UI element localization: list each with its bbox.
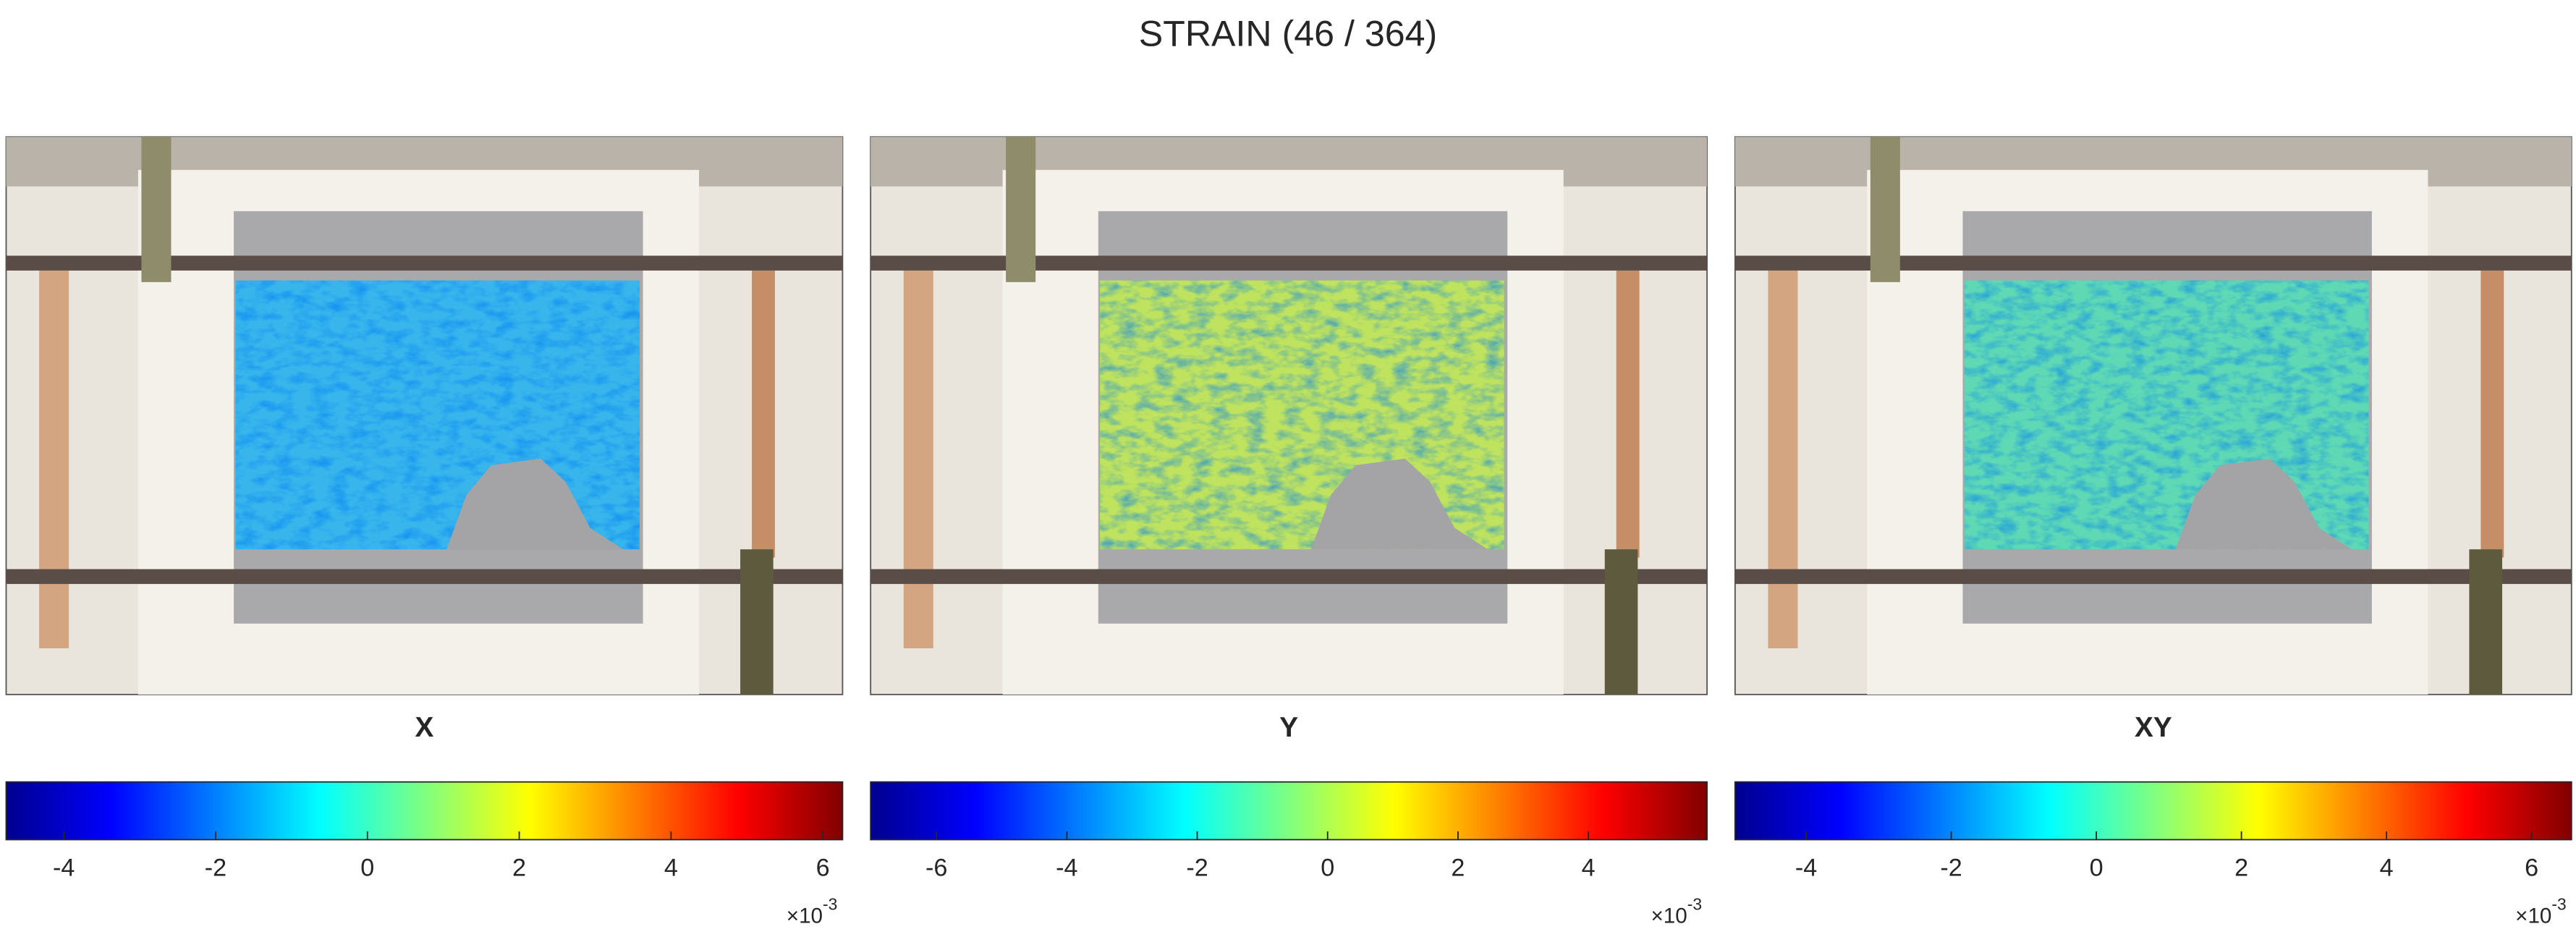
strap — [740, 549, 774, 695]
pipe — [1734, 569, 2572, 585]
strap — [1604, 549, 1638, 695]
colorbar-multiplier: ×10 — [2515, 904, 2551, 928]
colorbar-tick-label: 2 — [2234, 855, 2248, 882]
colorbar-multiplier-exponent: -3 — [1687, 895, 1702, 914]
rust — [903, 268, 933, 649]
strap — [141, 137, 171, 282]
unmeasured — [2175, 458, 2352, 550]
colorbar-multiplier: ×10 — [787, 904, 823, 928]
colorbar — [5, 781, 844, 841]
colorbar-tick-label: 0 — [2090, 855, 2103, 882]
colorbar-tick-label: -2 — [1186, 855, 1208, 882]
panel — [870, 136, 1708, 695]
colorbar-tick-label: 4 — [2380, 855, 2394, 882]
colorbar-tick-label: -4 — [1795, 855, 1817, 882]
panel-title: Y — [1279, 712, 1298, 743]
colorbar-tick-label: 6 — [816, 855, 830, 882]
rust — [752, 260, 775, 558]
panel — [1734, 136, 2572, 695]
colorbar-multiplier: ×10 — [1651, 904, 1687, 928]
colorbar — [870, 781, 1708, 841]
figure-title: STRAIN (46 / 364) — [1139, 13, 1437, 54]
pipe — [6, 255, 843, 271]
rust — [1768, 268, 1798, 649]
colorbar — [1734, 781, 2572, 841]
colorbar-tick-label: -4 — [1056, 855, 1077, 882]
colorbar-tick-label: -6 — [925, 855, 947, 882]
rust — [39, 268, 69, 649]
pipe — [870, 255, 1708, 271]
colorbar-tick-label: -2 — [1940, 855, 1962, 882]
unmeasured — [446, 458, 624, 550]
strap — [1870, 137, 1900, 282]
colorbar-tick-label: -4 — [53, 855, 75, 882]
colorbar-tick-label: 0 — [1321, 855, 1334, 882]
panel-title: XY — [2135, 712, 2172, 743]
colorbar-tick-label: 4 — [1582, 855, 1596, 882]
colorbar-tick-label: 0 — [360, 855, 374, 882]
panel — [5, 136, 844, 695]
colorbar-tick-label: 4 — [664, 855, 678, 882]
pipe — [6, 569, 843, 585]
rust — [1616, 260, 1640, 558]
strap — [2469, 549, 2503, 695]
colorbar-tick-label: -2 — [205, 855, 226, 882]
colorbar-tick-label: 2 — [512, 855, 526, 882]
colorbar-multiplier-exponent: -3 — [2551, 895, 2566, 914]
unmeasured — [1310, 458, 1488, 550]
colorbar-tick-label: 6 — [2525, 855, 2538, 882]
pipe — [1734, 255, 2572, 271]
colorbar-multiplier-exponent: -3 — [823, 895, 837, 914]
rust — [2480, 260, 2504, 558]
panel-title: X — [415, 712, 434, 743]
strap — [1006, 137, 1036, 282]
pipe — [870, 569, 1708, 585]
colorbar-tick-label: 2 — [1451, 855, 1465, 882]
